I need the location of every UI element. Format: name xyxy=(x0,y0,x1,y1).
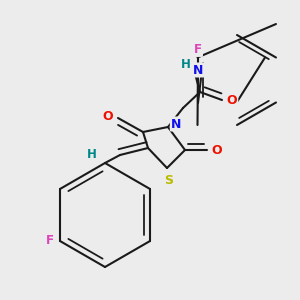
Text: O: O xyxy=(212,143,222,157)
Text: F: F xyxy=(194,43,202,56)
Text: H: H xyxy=(87,148,97,161)
Text: N: N xyxy=(171,118,181,130)
Text: H: H xyxy=(181,58,191,71)
Text: S: S xyxy=(164,173,173,187)
Text: O: O xyxy=(227,94,237,106)
Text: F: F xyxy=(46,235,54,248)
Text: O: O xyxy=(103,110,113,122)
Text: N: N xyxy=(193,64,203,76)
